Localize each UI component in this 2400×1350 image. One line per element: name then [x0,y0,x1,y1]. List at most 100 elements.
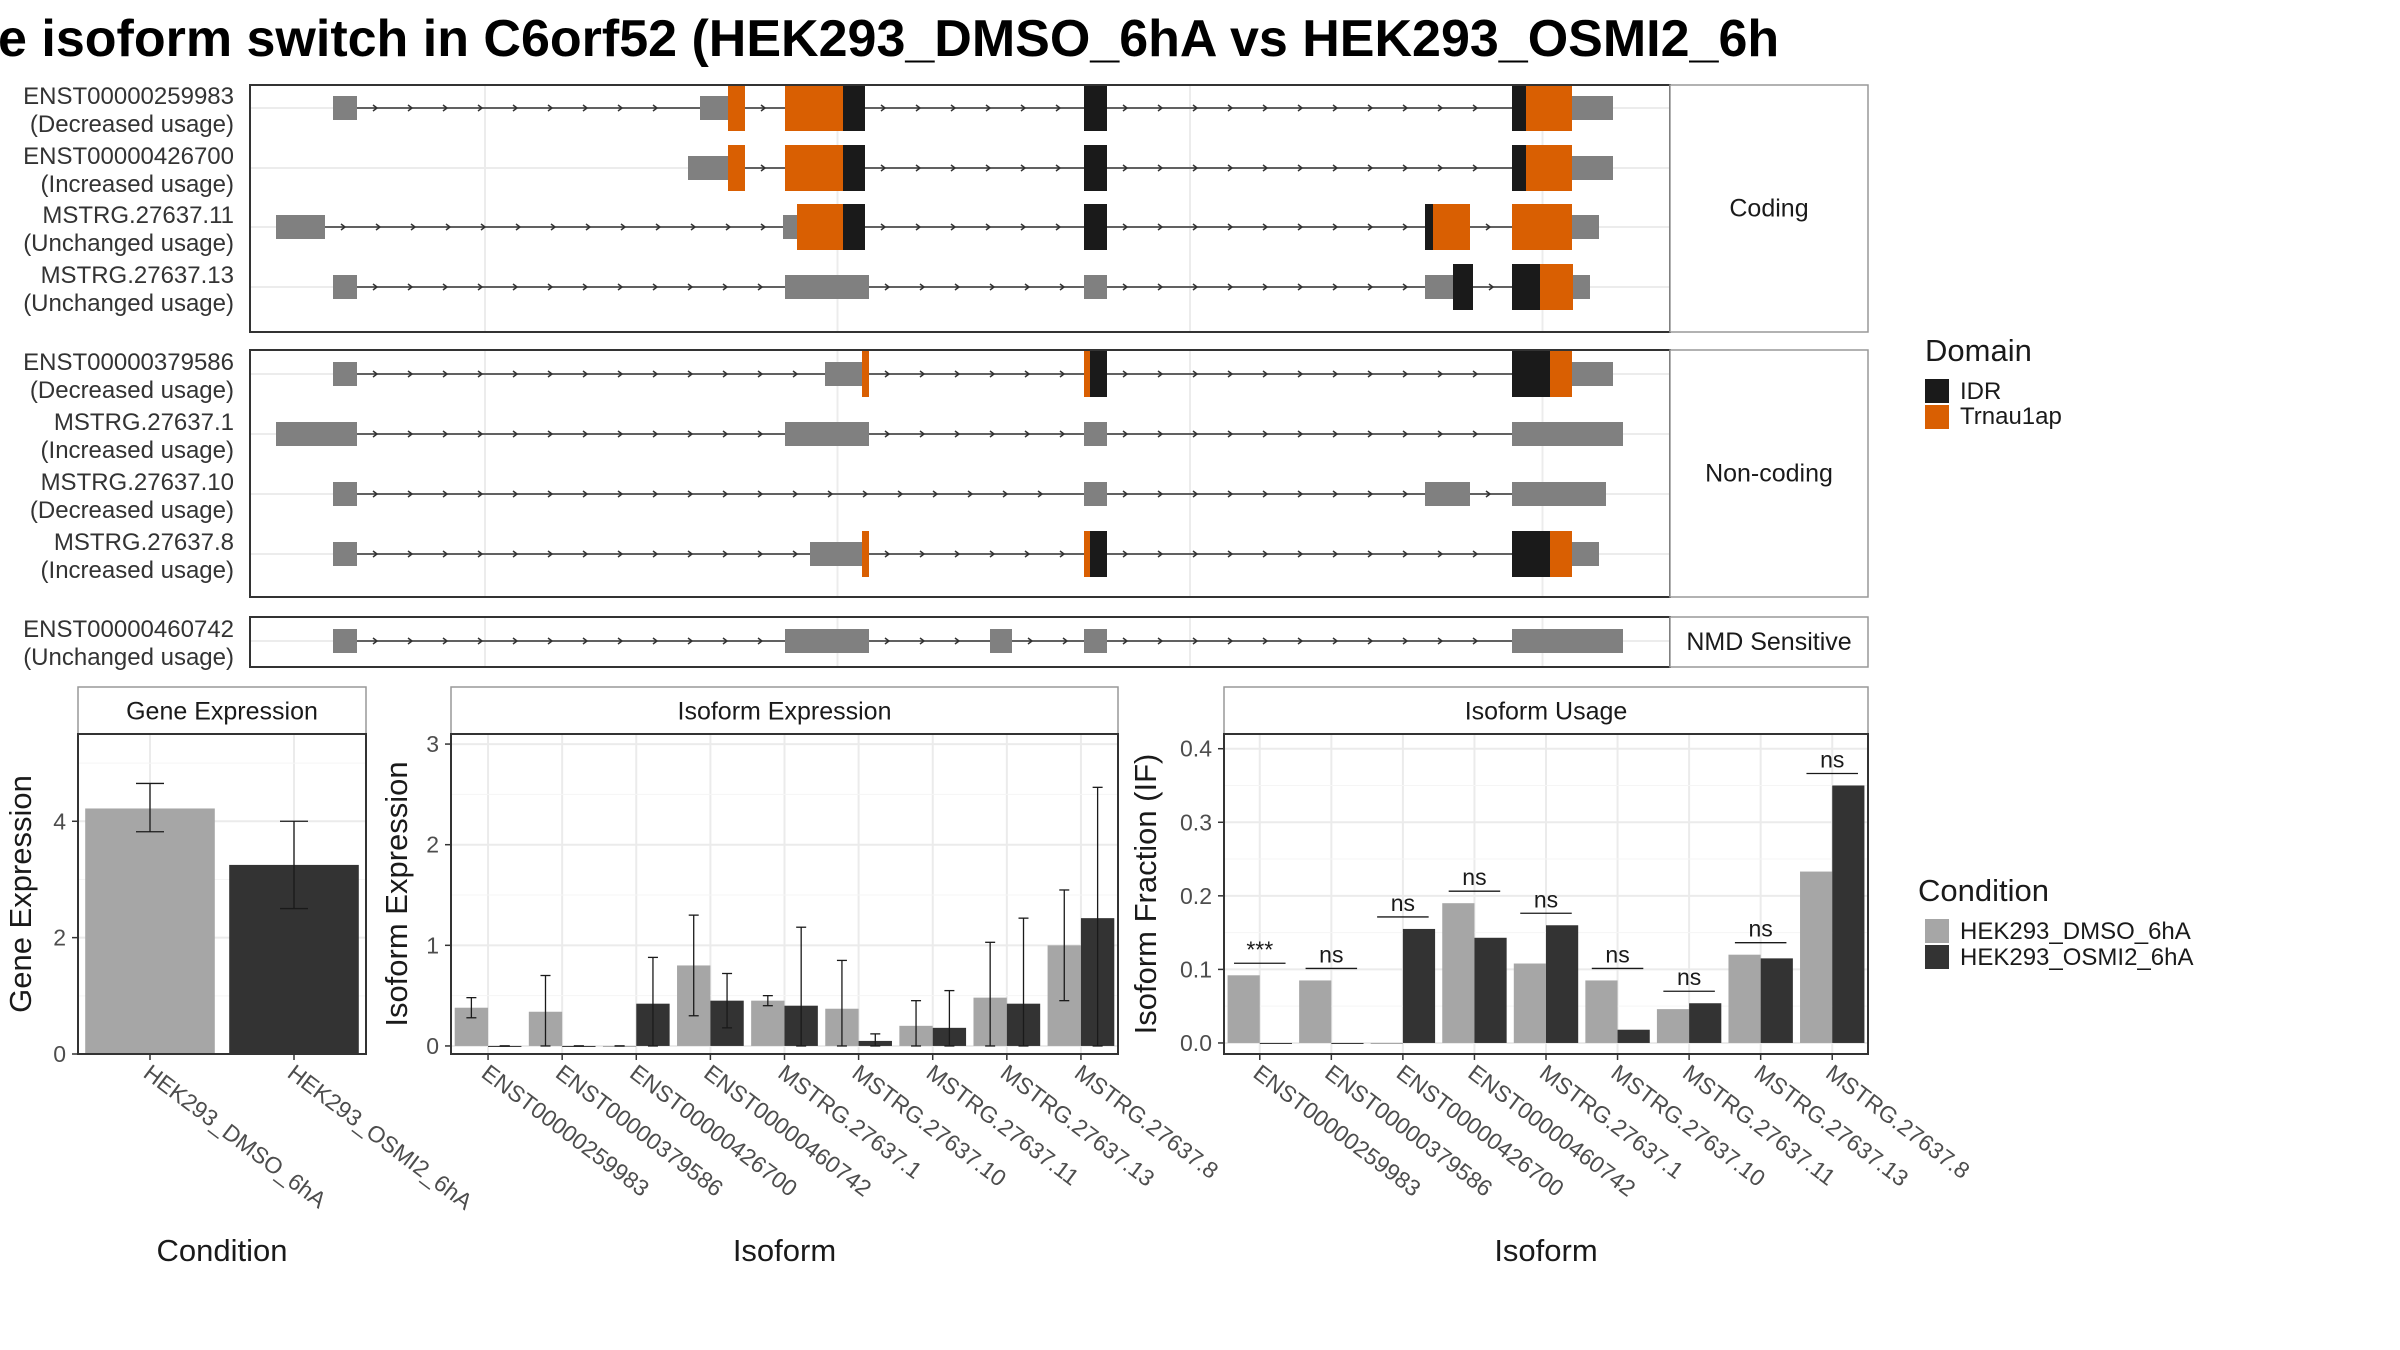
condition-legend-title: Condition [1918,873,2049,908]
isoform-usage-chart: Isoform Usage 0.0 0.1 0.2 0.3 0.4 *** ns ns ns ns n… [1128,686,1975,1268]
bar-enst00000426700-dmso [1370,1042,1403,1044]
transcript-mstrg-27637-8 [333,531,1599,577]
direction-chevron [884,370,891,378]
direction-chevron [1024,430,1031,438]
direction-chevron [445,223,452,231]
direction-chevron [1332,490,1339,498]
direction-chevron [1332,370,1339,378]
domain-idr [843,204,865,250]
direction-chevron [442,637,449,645]
direction-chevron [1402,550,1409,558]
direction-chevron [1157,370,1164,378]
direction-chevron [1262,164,1269,172]
direction-chevron [1024,550,1031,558]
direction-chevron [897,490,904,498]
direction-chevron [989,370,996,378]
direction-chevron [652,370,659,378]
direction-chevron [954,637,961,645]
exon-block [1084,275,1107,299]
domain-trnau1ap [1526,145,1572,191]
direction-chevron [1262,550,1269,558]
direction-chevron [652,430,659,438]
domain-idr [1084,145,1107,191]
direction-chevron [690,223,697,231]
legend-label-idr: IDR [1960,378,2001,405]
direction-chevron [547,430,554,438]
direction-chevron [582,104,589,112]
bar-enst00000426700-osmi2 [1402,928,1436,1043]
direction-chevron [1020,164,1027,172]
bar-mstrg-27637-11-dmso [1656,1009,1690,1043]
direction-chevron [1472,370,1479,378]
domain-idr [1512,85,1526,131]
direction-chevron [950,164,957,172]
domain-trnau1ap [1550,531,1572,577]
direction-chevron [1122,550,1129,558]
y-tick-label: 0.4 [1180,736,1212,762]
direction-chevron [1227,223,1234,231]
chart-strip [77,686,367,735]
direction-chevron [652,637,659,645]
direction-chevron [1059,283,1066,291]
direction-chevron [1262,370,1269,378]
direction-chevron [954,370,961,378]
direction-chevron [547,104,554,112]
direction-chevron [617,104,624,112]
direction-chevron [1020,104,1027,112]
transcript-id-label: MSTRG.27637.8 [54,529,234,556]
direction-chevron [932,490,939,498]
transcript-structure-panel: ENST00000259983(Decreased usage)ENST0000… [23,83,1869,671]
transcript-enst00000460742 [333,629,1623,653]
direction-chevron [722,637,729,645]
panel-strip-label: NMD Sensitive [1686,628,1851,656]
transcript-id-label: MSTRG.27637.13 [41,262,234,289]
domain-trnau1ap [1084,531,1090,577]
direction-chevron [1297,637,1304,645]
figure-title: e isoform switch in C6orf52 (HEK293_DMSO… [0,10,1779,68]
direction-chevron [477,490,484,498]
exon-block [1425,275,1453,299]
transcript-enst00000426700 [688,145,1613,191]
direction-chevron [1192,223,1199,231]
bar-enst00000379586-dmso [1299,980,1332,1043]
direction-chevron [1472,637,1479,645]
y-tick-label: 0 [53,1041,66,1067]
bar-mstrg-27637-13-dmso [1728,954,1761,1043]
direction-chevron [547,637,554,645]
domain-idr [1090,531,1107,577]
exon-block [825,362,862,386]
direction-chevron [967,490,974,498]
domain-trnau1ap [1433,204,1470,250]
direction-chevron [442,104,449,112]
domain-idr [843,85,865,131]
direction-chevron [792,550,799,558]
direction-chevron [760,223,767,231]
direction-chevron [827,490,834,498]
bar-mstrg-27637-10-dmso [1585,980,1618,1043]
direction-chevron [1297,430,1304,438]
direction-chevron [512,550,519,558]
x-axis-title: Isoform [733,1233,836,1268]
direction-chevron [1227,370,1234,378]
direction-chevron [1262,637,1269,645]
direction-chevron [582,430,589,438]
direction-chevron [582,490,589,498]
direction-chevron [480,223,487,231]
direction-chevron [1402,490,1409,498]
direction-chevron [1122,430,1129,438]
direction-chevron [1122,370,1129,378]
transcript-mstrg-27637-13 [333,264,1590,310]
transcript-enst00000379586 [333,351,1613,397]
exon-block [700,96,728,120]
significance-label: ns [1462,864,1486,890]
direction-chevron [1367,104,1374,112]
exon-block [1572,542,1599,566]
direction-chevron [1024,283,1031,291]
direction-chevron [1024,370,1031,378]
direction-chevron [1402,370,1409,378]
direction-chevron [340,223,347,231]
domain-trnau1ap [1540,264,1573,310]
y-tick-label: 0 [426,1033,439,1059]
direction-chevron [989,550,996,558]
